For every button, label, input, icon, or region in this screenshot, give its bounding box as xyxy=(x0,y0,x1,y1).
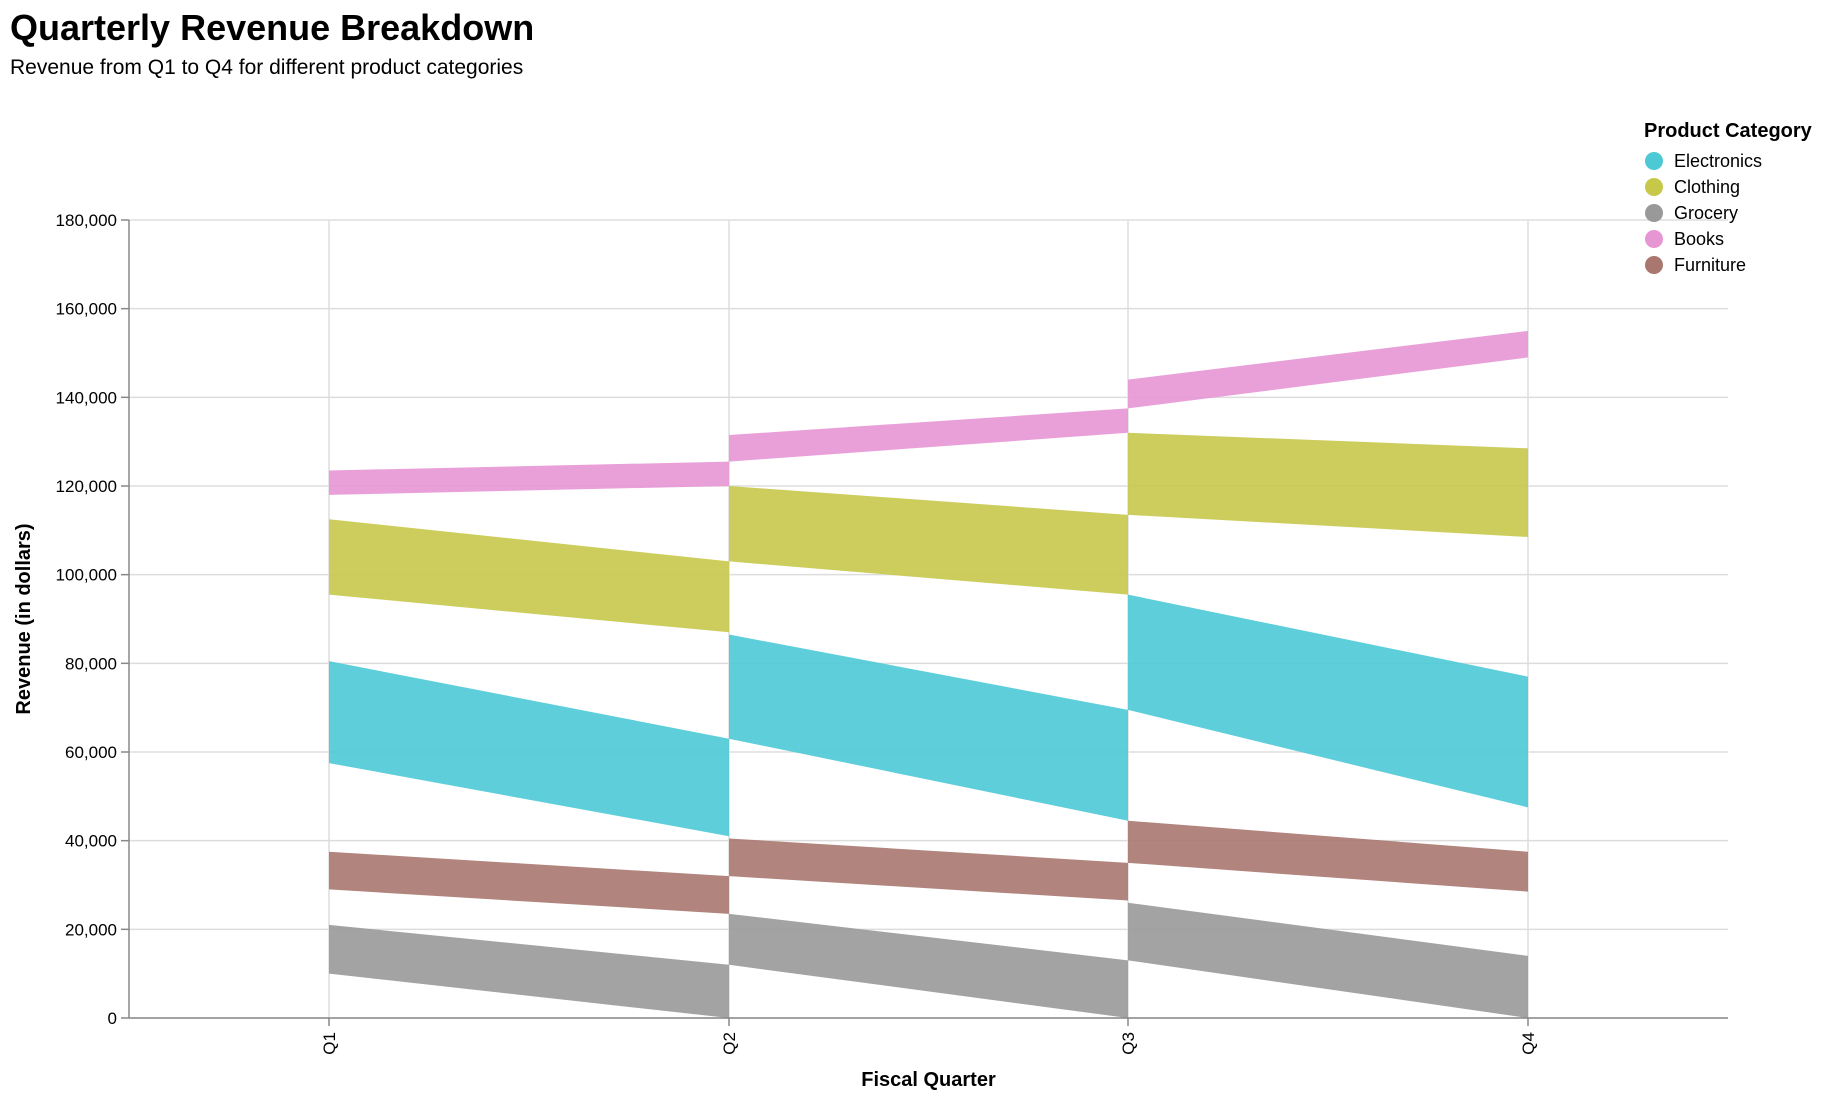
area-band-electronics xyxy=(1128,594,1528,808)
area-band-furniture xyxy=(729,838,1128,901)
y-tick-label: 120,000 xyxy=(56,477,117,496)
series-electronics xyxy=(329,594,1528,837)
area-band-clothing xyxy=(329,519,729,633)
area-band-clothing xyxy=(1128,432,1528,537)
y-axis-title: Revenue (in dollars) xyxy=(13,523,35,714)
y-tick-label: 180,000 xyxy=(56,211,117,230)
area-band-books xyxy=(329,461,729,495)
area-band-electronics xyxy=(729,634,1128,821)
series-clothing xyxy=(329,432,1528,633)
y-tick-label: 100,000 xyxy=(56,566,117,585)
x-tick-label: Q1 xyxy=(320,1032,339,1055)
legend-label: Electronics xyxy=(1674,151,1762,171)
legend-swatch xyxy=(1645,178,1663,196)
plot-area xyxy=(329,330,1528,1018)
y-tick-label: 160,000 xyxy=(56,300,117,319)
area-band-furniture xyxy=(1128,820,1528,892)
y-tick-label: 0 xyxy=(108,1009,117,1028)
legend: Product Category Electronics Clothing Groc… xyxy=(1644,120,1813,275)
y-tick-label: 80,000 xyxy=(65,654,117,673)
area-band-grocery xyxy=(329,924,729,1018)
legend-label: Grocery xyxy=(1674,203,1738,223)
legend-label: Books xyxy=(1674,229,1724,249)
legend-title: Product Category xyxy=(1644,120,1813,142)
legend-swatch xyxy=(1645,204,1663,222)
chart-subtitle: Revenue from Q1 to Q4 for different prod… xyxy=(10,56,523,79)
x-tick-label: Q4 xyxy=(1519,1032,1538,1055)
x-axis-title: Fiscal Quarter xyxy=(861,1069,996,1091)
legend-label: Clothing xyxy=(1674,177,1740,197)
series-grocery xyxy=(329,902,1528,1018)
y-tick-label: 40,000 xyxy=(65,832,117,851)
area-band-grocery xyxy=(729,913,1128,1018)
y-tick-label: 20,000 xyxy=(65,920,117,939)
area-band-books xyxy=(1128,330,1528,409)
axes: 0 20,000 40,000 60,000 80,000 100,000 120,000 1… xyxy=(56,211,1728,1055)
series-furniture xyxy=(329,820,1528,914)
chart-title: Quarterly Revenue Breakdown xyxy=(10,7,534,48)
x-tick-label: Q2 xyxy=(720,1032,739,1055)
area-band-furniture xyxy=(329,851,729,914)
area-band-books xyxy=(729,408,1128,462)
legend-label: Furniture xyxy=(1674,255,1746,275)
area-band-clothing xyxy=(729,486,1128,595)
legend-swatch xyxy=(1645,256,1663,274)
y-tick-label: 60,000 xyxy=(65,743,117,762)
area-band-electronics xyxy=(329,661,729,837)
y-tick-label: 140,000 xyxy=(56,388,117,407)
legend-swatch xyxy=(1645,152,1663,170)
x-tick-label: Q3 xyxy=(1119,1032,1138,1055)
area-band-grocery xyxy=(1128,902,1528,1018)
legend-swatch xyxy=(1645,230,1663,248)
series-books xyxy=(329,330,1528,495)
